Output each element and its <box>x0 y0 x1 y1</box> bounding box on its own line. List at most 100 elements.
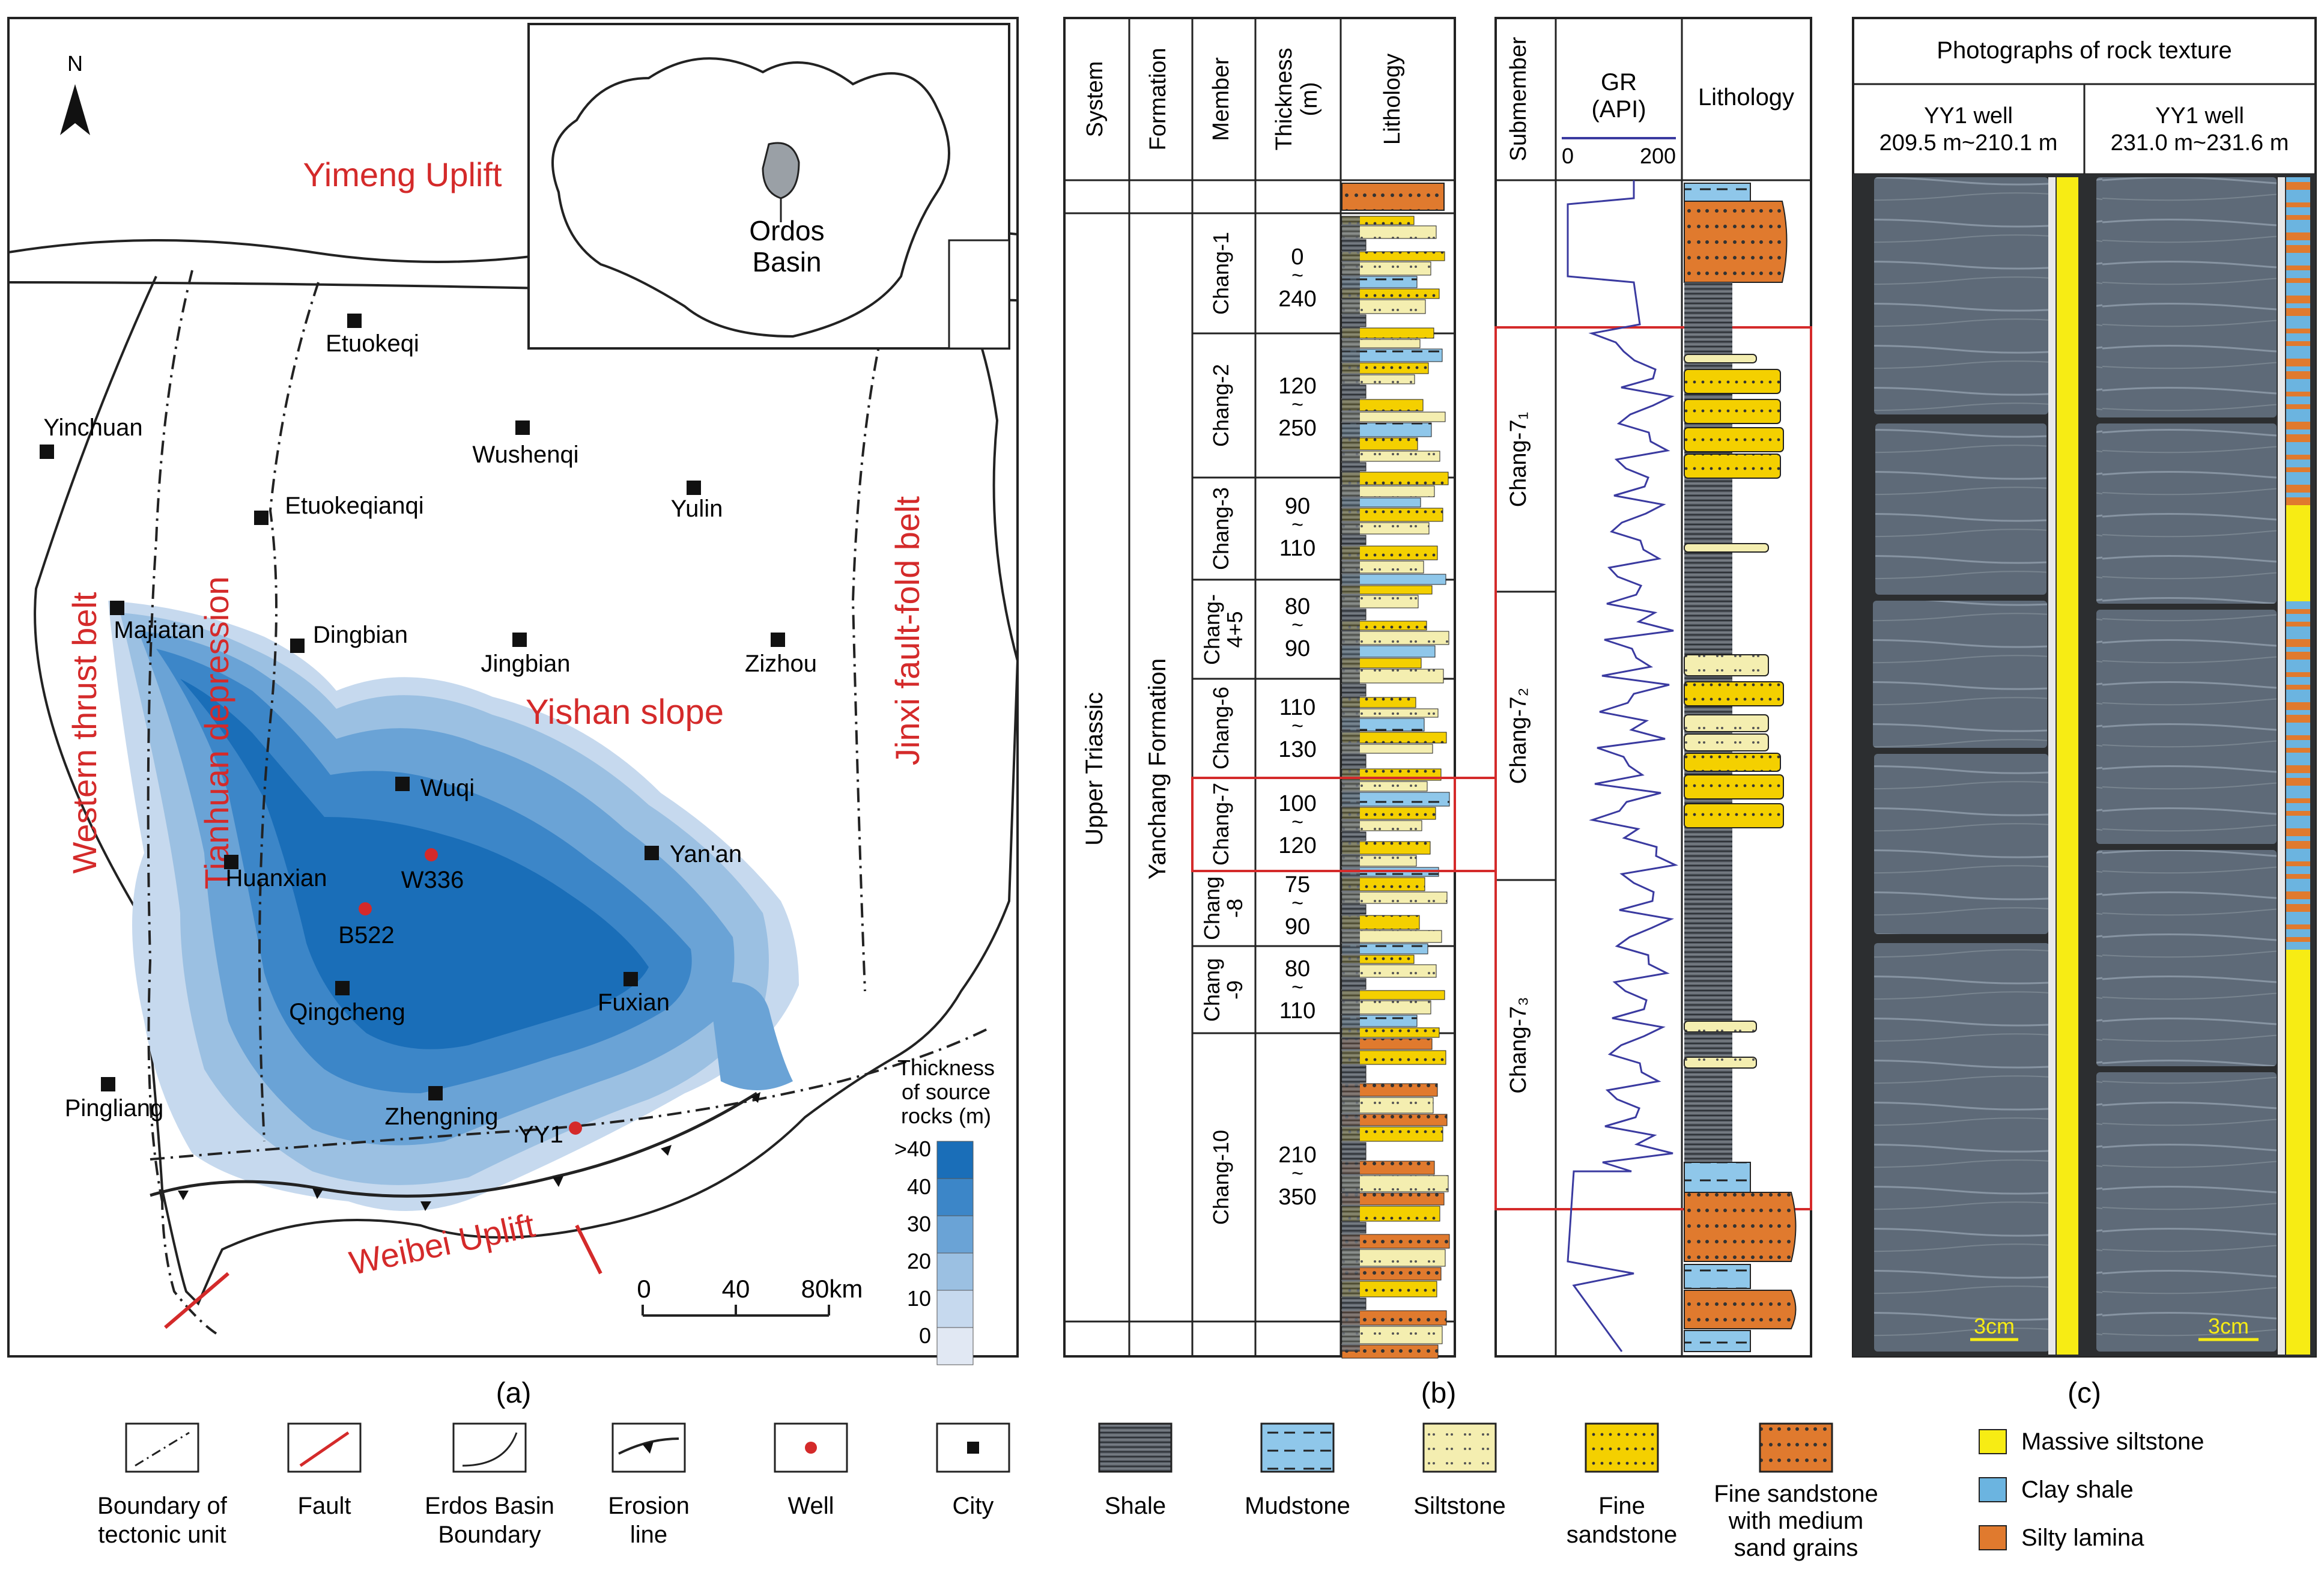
strip-band <box>2286 485 2310 493</box>
region-yishan-slope: Yishan slope <box>526 693 724 732</box>
strip-band <box>2286 861 2310 866</box>
strip-band <box>2286 773 2310 778</box>
formation-label: Yanchang Formation <box>1144 658 1171 879</box>
strip-band <box>2286 240 2310 245</box>
erdos-basin-boundary <box>34 276 1019 1306</box>
detail-band <box>1684 1290 1797 1329</box>
svg-text:line: line <box>630 1522 667 1548</box>
strip-band <box>2286 270 2310 278</box>
erosion-teeth <box>178 1092 760 1211</box>
svg-text:120: 120 <box>1278 374 1316 399</box>
city-marker: Fuxian <box>598 972 670 1016</box>
header-system: System <box>1082 61 1108 138</box>
strip-band <box>2286 652 2310 660</box>
svg-text:250: 250 <box>1278 416 1316 441</box>
svg-text:Wushenqi: Wushenqi <box>472 442 578 468</box>
strip-band <box>2286 639 2310 647</box>
strip-band <box>2286 924 2310 929</box>
legend-swatch <box>936 1141 974 1179</box>
system-label: Upper Triassic <box>1081 692 1108 846</box>
strip-band <box>2286 396 2310 404</box>
legend-level-label: 0 <box>919 1323 931 1348</box>
submember-label: Chang-7₃ <box>1506 997 1531 1093</box>
svg-text:N: N <box>67 51 83 76</box>
strip-band <box>2286 601 2310 609</box>
svg-text:~: ~ <box>1291 514 1303 536</box>
photo-1-well: YY1 well <box>1924 103 2013 129</box>
svg-text:Well: Well <box>787 1493 834 1519</box>
svg-text:~: ~ <box>1291 715 1303 738</box>
strip-band <box>2286 207 2310 215</box>
svg-text:~: ~ <box>1291 976 1303 999</box>
svg-text:110: 110 <box>1279 536 1316 561</box>
photo-2-well: YY1 well <box>2155 103 2244 129</box>
member-label: Chang-7 <box>1209 783 1233 866</box>
member-label: -9 <box>1222 980 1247 1000</box>
submember-label: Chang-7₁ <box>1506 412 1531 508</box>
strip-band <box>2286 455 2310 460</box>
strip-band <box>2286 937 2310 942</box>
china-outline <box>551 57 950 338</box>
strip-band <box>2286 341 2310 346</box>
detail-band <box>1684 543 1769 553</box>
strip-band <box>2286 765 2310 773</box>
strip-band <box>2286 727 2310 735</box>
svg-text:120: 120 <box>1278 833 1316 858</box>
strip-band <box>2286 359 2310 366</box>
member-label: Chang-2 <box>1209 364 1233 447</box>
legend-item-fine-sandstone-medium: Fine sandstone with medium sand grains <box>1714 1422 1878 1561</box>
legend-item-city: City <box>936 1422 1010 1519</box>
strip-band <box>2286 379 2310 384</box>
svg-text:Thickness: Thickness <box>897 1055 995 1080</box>
city-marker: Majiatan <box>110 601 205 643</box>
detail-band <box>1684 654 1769 676</box>
svg-text:Fault: Fault <box>298 1493 351 1519</box>
svg-text:YY1: YY1 <box>518 1121 563 1148</box>
legend-item-massive-siltstone: Massive siltstone <box>1979 1428 2204 1455</box>
strip-band <box>2286 266 2310 270</box>
member-label: -8 <box>1222 899 1247 918</box>
strip-band <box>2286 879 2310 887</box>
strip-band <box>2286 366 2310 371</box>
svg-text:with medium: with medium <box>1728 1508 1864 1534</box>
svg-text:Pingliang: Pingliang <box>65 1095 164 1121</box>
region-jinxi-fault-fold-belt: Jinxi fault-fold belt <box>888 496 926 765</box>
svg-text:240: 240 <box>1278 287 1316 312</box>
detail-band <box>1684 1162 1751 1193</box>
legend-item-shale: Shale <box>1098 1422 1173 1519</box>
strip-band <box>2286 404 2310 409</box>
legend-level-label: >40 <box>894 1137 931 1161</box>
strip-band <box>2286 354 2310 359</box>
svg-text:90: 90 <box>1285 494 1310 519</box>
bottom-legend: Boundary of tectonic unit Fault Erdos Ba… <box>97 1422 2204 1561</box>
strip-band <box>2286 664 2310 672</box>
svg-text:350: 350 <box>1278 1185 1316 1210</box>
city-marker: Wuqi <box>395 775 475 801</box>
detail-lithology <box>1684 183 1797 1352</box>
strip-band <box>2286 497 2310 505</box>
strip-band <box>2286 622 2310 627</box>
svg-text:100: 100 <box>1278 791 1316 816</box>
legend-item-mudstone: Mudstone <box>1245 1422 1350 1519</box>
detail-band <box>1684 454 1781 479</box>
thickness-values: 0~240 120~250 90~110 80~90 110~130 100~1… <box>1278 244 1316 1210</box>
strip-band <box>2286 442 2310 447</box>
city-marker: Yan'an <box>645 841 742 867</box>
detail-band <box>1684 733 1769 751</box>
city-marker: Etuokeqi <box>326 314 419 357</box>
detail-band <box>1684 714 1769 732</box>
header-detail-lithology: Lithology <box>1698 84 1794 111</box>
strip-band <box>2286 791 2310 798</box>
panel-a-map: Ordos Basin N Yimeng Uplift Yishan slope… <box>7 17 1019 1409</box>
header-lithology: Lithology <box>1380 53 1405 145</box>
svg-text:Zizhou: Zizhou <box>745 651 817 677</box>
city-marker: Pingliang <box>65 1077 164 1121</box>
gr-max: 200 <box>1640 144 1676 168</box>
erosion-line <box>150 1091 758 1198</box>
fault-southwest <box>164 1272 229 1329</box>
strip-band <box>2286 228 2310 232</box>
strip-band <box>2286 723 2310 727</box>
svg-text:Silty lamina: Silty lamina <box>2021 1525 2144 1551</box>
strip-band <box>2286 950 2310 1355</box>
member-label: Chang-6 <box>1209 687 1233 769</box>
